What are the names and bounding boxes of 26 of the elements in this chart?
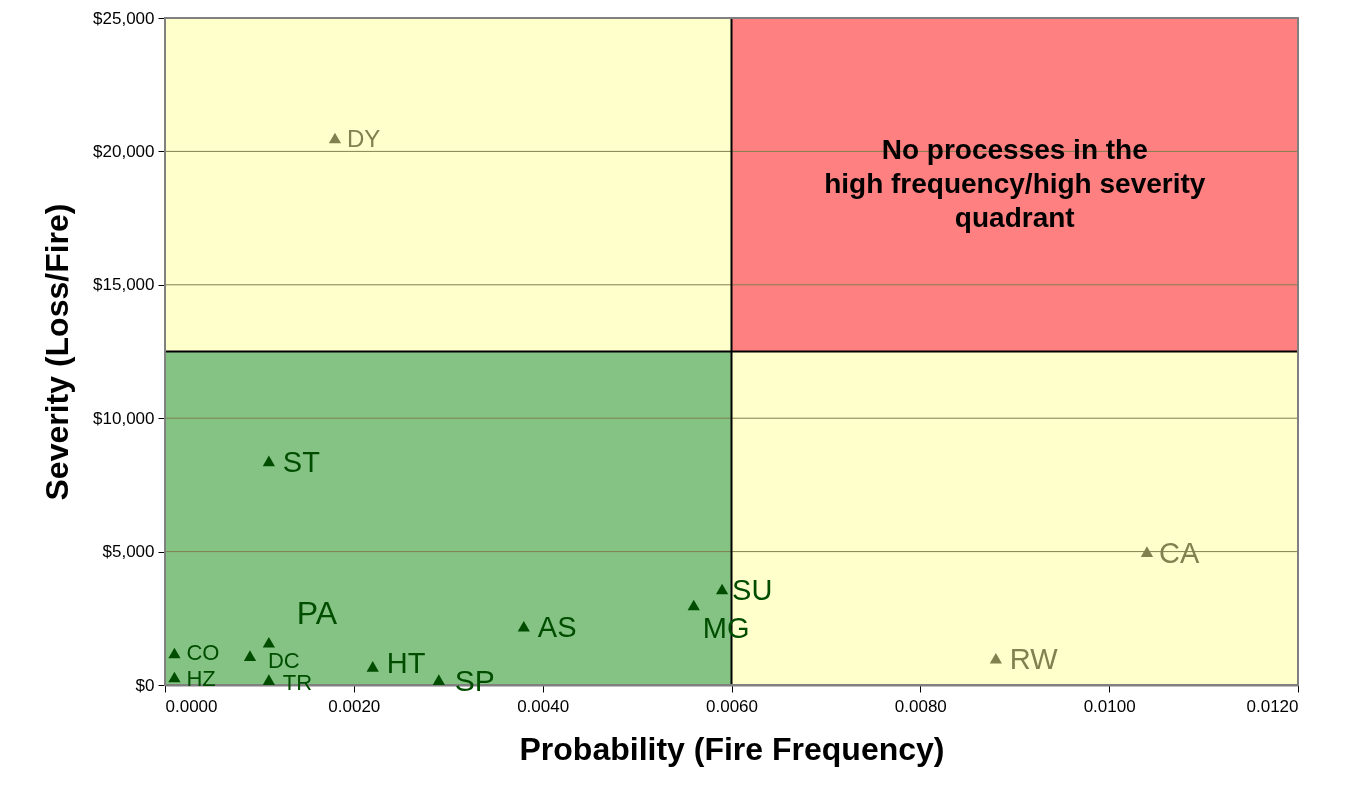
annotation: ST [282,445,321,478]
x-tick-label: 0.0020 [328,696,381,716]
annotation: DY [346,125,381,153]
annotation: DC [267,647,300,673]
annotation: HT [386,647,426,680]
y-tick-label: $10,000 [93,408,155,428]
annotation: HZ [186,666,216,691]
y-tick-label: $5,000 [102,542,155,562]
annotation: No processes in the high frequency/high severity quadrant [824,134,1206,234]
annotation: CO [186,639,220,665]
x-tick-label: 0.0000 [165,696,218,716]
y-tick-label: $25,000 [93,8,155,28]
x-tick-label: 0.0120 [1246,696,1299,716]
y-tick-label: $0 [135,675,155,695]
x-axis-title: Probability (Fire Frequency) [519,730,945,767]
y-tick-label: $20,000 [93,141,155,161]
x-tick-label: 0.0100 [1083,696,1136,716]
y-axis-title: Severity (Loss/Fire) [39,203,76,501]
x-tick-label: 0.0080 [894,696,947,716]
annotation: SU [732,573,773,606]
annotation: AS [537,611,577,644]
y-tick-label: $15,000 [93,275,155,295]
annotation: RW [1009,643,1059,676]
x-tick-label: 0.0040 [517,696,570,716]
annotation: PA [296,595,338,632]
x-tick-label: 0.0060 [706,696,758,716]
